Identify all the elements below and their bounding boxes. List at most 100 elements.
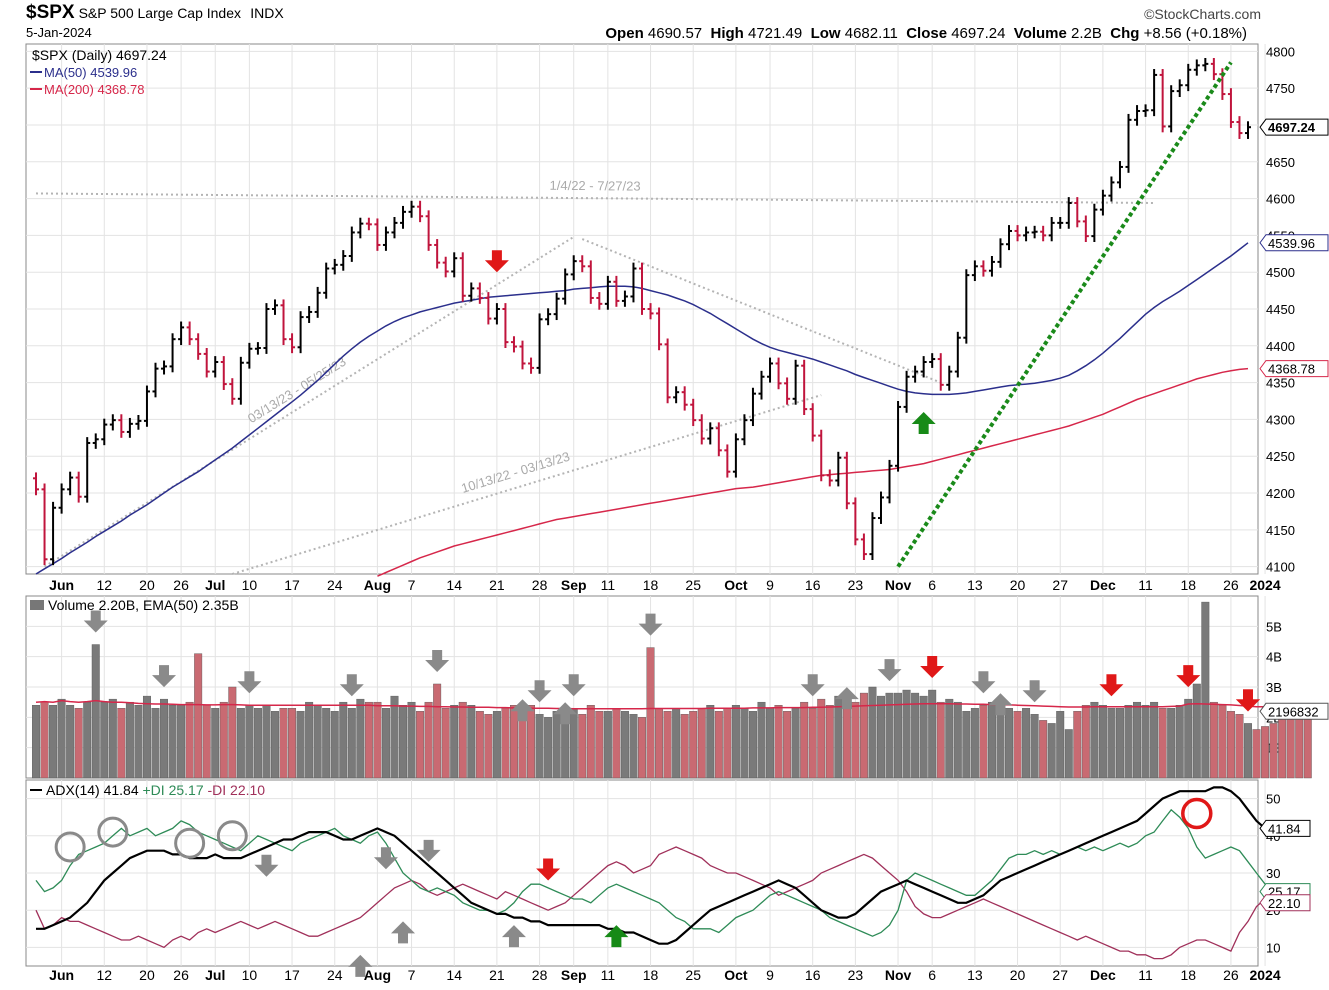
adx-x-tick-label: 18 bbox=[643, 967, 659, 983]
price-bar bbox=[502, 303, 509, 349]
volume-bar bbox=[569, 708, 578, 779]
volume-bar bbox=[894, 692, 903, 779]
price-y-tick-label: 4150 bbox=[1266, 523, 1295, 538]
volume-bar bbox=[1218, 705, 1227, 779]
price-bar bbox=[58, 483, 65, 514]
volume-bar bbox=[1252, 729, 1261, 779]
adx-x-tick-label: 27 bbox=[1052, 967, 1068, 983]
volume-bar bbox=[1039, 720, 1048, 779]
price-bar bbox=[1168, 85, 1175, 133]
chg-value: +8.56 (+0.18%) bbox=[1143, 25, 1247, 42]
price-bar bbox=[860, 533, 867, 561]
chg-label: Chg bbox=[1110, 25, 1140, 42]
adx-x-tick-label: 14 bbox=[446, 967, 462, 983]
ohlc-readout: Open 4690.57 High 4721.49 Low 4682.11 Cl… bbox=[605, 25, 1247, 42]
volume-bar bbox=[458, 701, 467, 779]
volume-bar bbox=[518, 711, 527, 779]
price-x-tick-label: 11 bbox=[601, 577, 616, 593]
price-y-tick-label: 4600 bbox=[1266, 192, 1295, 207]
red-volume-down-arrow bbox=[920, 656, 945, 679]
red-volume-down-arrow bbox=[1176, 665, 1201, 688]
volume-bar bbox=[373, 701, 382, 779]
volume-bar bbox=[535, 714, 544, 779]
price-bar bbox=[1082, 215, 1089, 243]
volume-bar bbox=[834, 695, 843, 779]
price-y-tick-label: 4100 bbox=[1266, 560, 1295, 575]
price-bar bbox=[109, 414, 116, 431]
price-bar bbox=[988, 256, 995, 277]
volume-bar bbox=[680, 714, 689, 779]
volume-bar bbox=[800, 701, 809, 779]
price-bar bbox=[271, 299, 278, 315]
volume-bar bbox=[706, 705, 715, 779]
price-bar bbox=[451, 252, 458, 278]
adx-x-tick-label: Nov bbox=[885, 967, 912, 983]
vol-y-tick-label: 3B bbox=[1266, 680, 1282, 695]
volume-bar bbox=[1073, 711, 1082, 779]
gray-volume-up-arrow bbox=[834, 687, 859, 710]
volume-bar bbox=[416, 711, 425, 779]
volume-bar bbox=[1201, 601, 1210, 779]
price-bar bbox=[161, 360, 168, 375]
price-x-tick-label: 27 bbox=[1052, 577, 1068, 593]
volume-bar bbox=[620, 711, 629, 779]
gray-circle-marker bbox=[216, 820, 248, 852]
volume-bar bbox=[142, 695, 151, 779]
price-x-tick-label: 21 bbox=[489, 577, 505, 593]
price-right-label: 4539.96 bbox=[1268, 236, 1315, 251]
volume-label: Volume bbox=[1013, 25, 1067, 42]
volume-bar bbox=[1150, 701, 1159, 779]
volume-bar bbox=[817, 698, 826, 779]
price-right-label: 4697.24 bbox=[1268, 120, 1316, 135]
price-bar bbox=[767, 357, 774, 383]
price-bar bbox=[1245, 121, 1251, 139]
price-bar bbox=[809, 403, 816, 442]
volume-legend-icon bbox=[30, 600, 44, 610]
price-bar bbox=[843, 451, 850, 510]
adx-x-tick-label: 26 bbox=[1223, 967, 1239, 983]
price-bar bbox=[229, 378, 236, 405]
volume-bar bbox=[1107, 708, 1116, 779]
price-bar bbox=[579, 255, 586, 273]
volume-bar bbox=[808, 708, 817, 779]
red-down-arrow bbox=[484, 250, 509, 273]
price-bar bbox=[639, 262, 645, 315]
low-value: 4682.11 bbox=[844, 25, 898, 42]
volume-bar bbox=[970, 708, 979, 779]
volume-bar bbox=[57, 698, 66, 779]
adx-legend: ADX(14) 41.84 +DI 25.17 -DI 22.10 bbox=[46, 782, 265, 798]
price-x-tick-label: 7 bbox=[408, 577, 416, 593]
volume-bar bbox=[168, 705, 177, 779]
price-bar bbox=[203, 348, 210, 378]
gray-volume-down-arrow bbox=[339, 674, 364, 697]
price-bar bbox=[954, 331, 961, 378]
price-bar bbox=[1006, 225, 1013, 251]
volume-bar bbox=[868, 686, 877, 779]
adx-y-tick-label: 30 bbox=[1266, 866, 1280, 881]
gray-adx-up-arrow bbox=[348, 954, 373, 977]
price-bar bbox=[903, 370, 910, 413]
price-x-tick-label: Nov bbox=[885, 577, 912, 593]
gray-volume-down-arrow bbox=[971, 671, 996, 694]
volume-bar bbox=[262, 705, 271, 779]
open-value: 4690.57 bbox=[647, 25, 703, 42]
price-x-tick-label: 23 bbox=[848, 577, 864, 593]
gray-volume-down-arrow bbox=[800, 674, 825, 697]
green-up-arrow bbox=[911, 412, 936, 435]
volume-bar bbox=[689, 711, 698, 779]
volume-bar bbox=[877, 695, 885, 779]
price-bar bbox=[732, 433, 739, 478]
price-bar bbox=[306, 306, 313, 323]
volume-bar bbox=[1022, 708, 1031, 779]
volume-bar bbox=[1303, 711, 1312, 779]
volume-bar bbox=[100, 701, 109, 779]
price-bar bbox=[41, 483, 48, 566]
price-x-tick-label: Jul bbox=[205, 577, 225, 593]
price-x-tick-label: Oct bbox=[724, 577, 748, 593]
trendline bbox=[581, 238, 942, 384]
gray-adx-up-arrow bbox=[391, 921, 416, 944]
volume-bar bbox=[740, 708, 749, 779]
price-bar bbox=[869, 512, 876, 561]
volume-bar bbox=[723, 708, 732, 779]
volume-bar bbox=[185, 701, 194, 779]
